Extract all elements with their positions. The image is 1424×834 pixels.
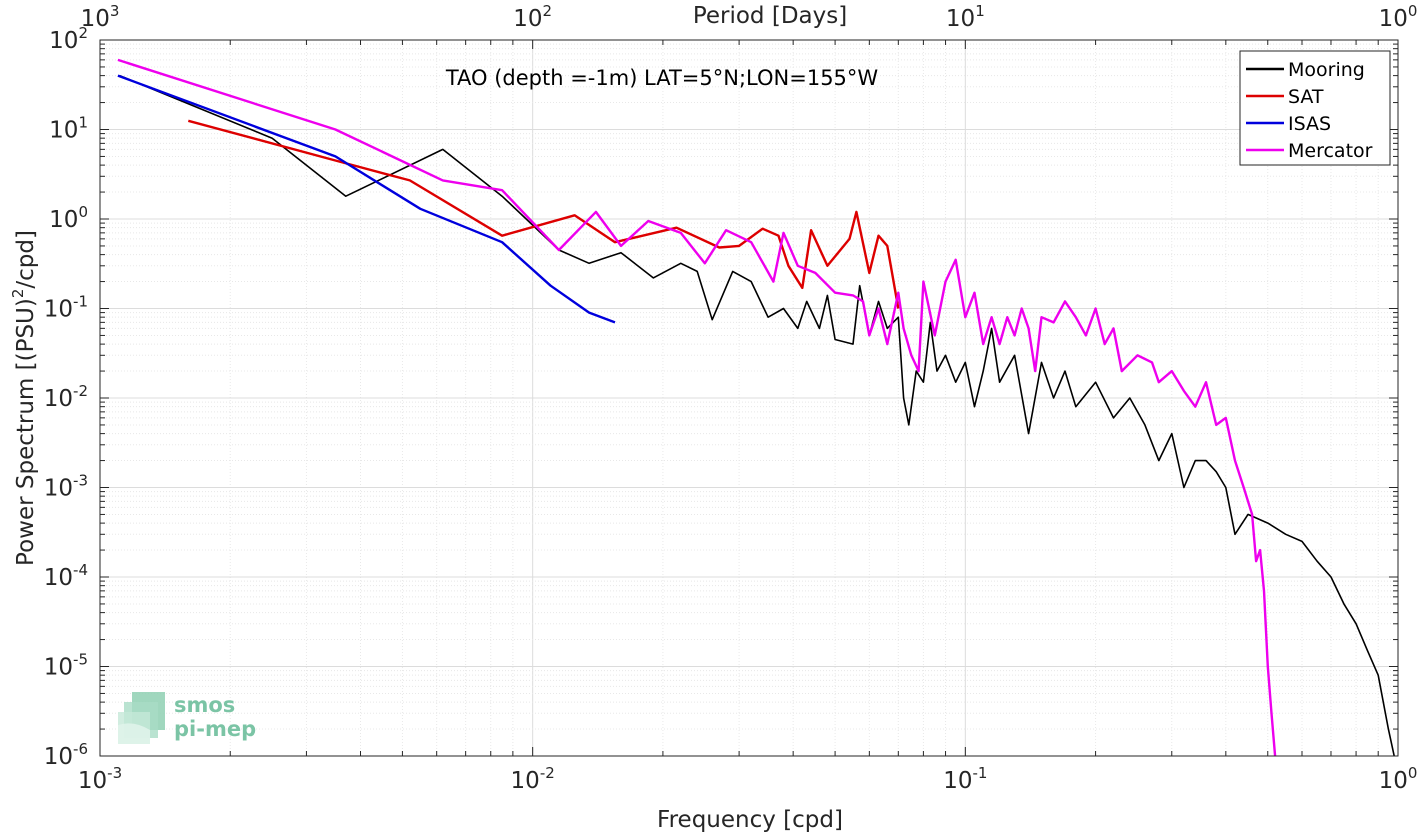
legend-label-mercator: Mercator [1288,140,1373,162]
smos-pi-mep-logo: smos pi-mep [118,692,256,744]
legend-label-mooring: Mooring [1288,59,1365,81]
series-line-mooring [119,74,1395,757]
y-tick-label: 10-5 [44,651,88,681]
grid [100,40,1398,756]
x-tick-label: 10-1 [943,764,987,794]
x-axis-label: Frequency [cpd] [657,807,843,833]
y-tick-label: 100 [49,203,88,233]
series-lines [117,58,1395,757]
y-tick-label: 102 [49,24,88,54]
y-axis-label-main: Power Spectrum [(PSU) [13,298,39,566]
top-axis-label: Period [Days] [693,3,847,29]
y-tick-label: 10-3 [44,472,88,502]
legend-label-isas: ISAS [1288,113,1331,135]
y-tick-label: 10-1 [44,293,88,323]
y-tick-labels: 10-6 10-5 10-4 10-3 10-2 10-1 100 101 102 [44,24,88,770]
series-line-mercator [117,58,1277,757]
logo-mark-icon [118,692,165,744]
series-line-sat [187,119,900,309]
y-tick-label: 10-2 [44,382,88,412]
y-tick-label: 101 [49,114,88,144]
top-tick-label: 102 [513,2,552,32]
y-tick-label: 10-6 [44,740,88,770]
x-tick-labels: 10-3 10-2 10-1 100 [78,764,1418,794]
x-tick-label: 10-2 [511,764,555,794]
x-tick-label: 100 [1379,764,1418,794]
tick-marks [100,40,1398,756]
legend-label-sat: SAT [1288,86,1324,108]
x-tick-label: 10-3 [78,764,122,794]
chart-title: TAO (depth =-1m) LAT=5°N;LON=155°W [445,66,879,90]
y-axis-label-sup: 2 [9,289,27,299]
logo-text-pimep: pi-mep [174,717,256,741]
top-tick-label: 103 [81,2,120,32]
y-axis-label: Power Spectrum [(PSU)2/cpd] [9,230,39,566]
y-tick-label: 10-4 [44,561,88,591]
legend: Mooring SAT ISAS Mercator [1239,50,1391,166]
plot-area [99,39,1399,757]
y-axis-label-tail: /cpd] [13,230,39,289]
top-tick-label: 101 [946,2,985,32]
top-tick-label: 100 [1379,2,1418,32]
series-line-isas [117,74,616,324]
top-tick-labels: 103 102 101 100 [81,2,1418,32]
logo-text-smos: smos [174,693,235,717]
